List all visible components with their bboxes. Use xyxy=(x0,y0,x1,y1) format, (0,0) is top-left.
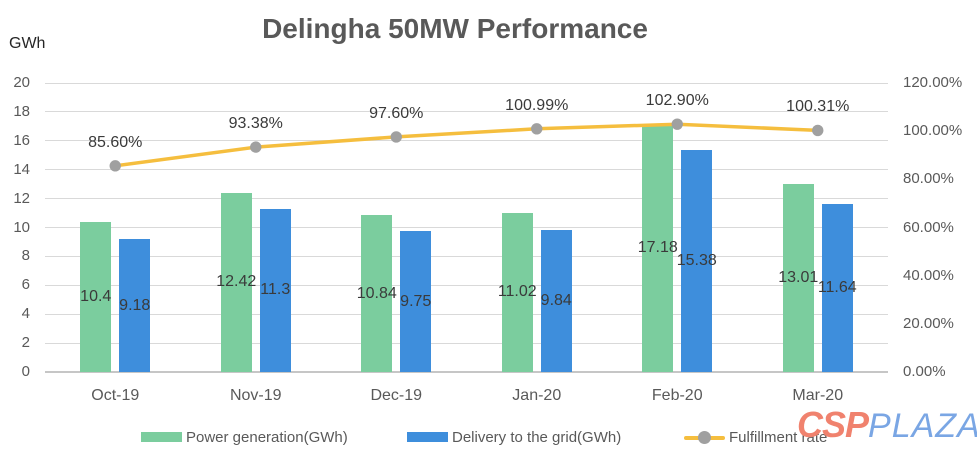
legend-label-power-generation: Power generation(GWh) xyxy=(186,429,348,446)
y-axis-tick-left: 6 xyxy=(21,276,30,294)
bar-delivery xyxy=(400,231,432,372)
x-axis-label: Mar-20 xyxy=(792,387,844,404)
bar-value-label: 9.75 xyxy=(400,292,432,310)
y-axis-tick-right: 60.00% xyxy=(903,218,954,236)
gridline xyxy=(45,342,888,344)
x-axis-label: Dec-19 xyxy=(370,387,423,404)
legend-marker-icon xyxy=(698,431,711,444)
bar-value-label: 9.84 xyxy=(540,291,572,309)
bar-value-label: 12.42 xyxy=(216,273,257,291)
y-axis-tick-left: 12 xyxy=(13,189,30,207)
gridline xyxy=(45,284,888,286)
bar-power-generation xyxy=(220,192,252,372)
y-axis-tick-left: 2 xyxy=(21,334,30,352)
fulfillment-rate-line xyxy=(113,122,820,168)
bar-power-generation xyxy=(782,184,814,372)
y-axis-tick-right: 0.00% xyxy=(903,363,946,380)
bar-power-generation xyxy=(80,221,112,372)
csp-plaza-logo: CSPPLAZA xyxy=(797,404,977,446)
y-axis-tick-right: 100.00% xyxy=(903,122,963,140)
gridline xyxy=(45,169,888,171)
y-axis-tick-left: 10 xyxy=(13,218,30,236)
gridline xyxy=(45,227,888,228)
fulfillment-rate-value-label: 93.38% xyxy=(228,115,283,133)
y-axis-tick-right: 80.00% xyxy=(903,170,954,188)
fulfillment-rate-value-label: 100.31% xyxy=(786,98,850,116)
bar-value-label: 11.02 xyxy=(497,283,537,301)
gridline xyxy=(45,82,888,84)
legend-swatch-power-generation xyxy=(141,432,182,442)
logo-csp-text: CSP xyxy=(797,404,869,445)
bar-delivery xyxy=(119,239,151,372)
gridline xyxy=(45,255,888,257)
bar-delivery xyxy=(540,229,572,372)
gridline xyxy=(45,198,888,200)
fulfillment-rate-value-label: 100.99% xyxy=(505,96,569,114)
fulfillment-rate-marker xyxy=(250,141,262,153)
x-axis-label: Nov-19 xyxy=(229,387,282,404)
fulfillment-rate-value-label: 102.90% xyxy=(645,92,709,110)
fulfillment-rate-value-label: 97.60% xyxy=(369,104,424,122)
bar-value-label: 10.84 xyxy=(356,284,397,302)
fulfillment-rate-marker xyxy=(531,123,543,135)
y-axis-tick-right: 20.00% xyxy=(903,314,954,332)
bar-value-label: 11.64 xyxy=(817,278,857,296)
x-axis-label: Jan-20 xyxy=(512,387,562,404)
bar-delivery xyxy=(259,208,291,372)
y-axis-tick-left: 4 xyxy=(21,305,30,323)
y-axis-tick-left: 16 xyxy=(13,131,30,149)
gridline xyxy=(45,313,888,315)
y-axis-tick-left: 0 xyxy=(21,363,30,380)
y-axis-tick-right: 120.00% xyxy=(903,74,963,91)
legend-swatch-delivery xyxy=(407,432,448,442)
bar-value-label: 17.18 xyxy=(637,238,678,256)
y-axis-tick-right: 40.00% xyxy=(903,266,954,284)
fulfillment-rate-marker xyxy=(812,124,824,137)
legend-label-delivery: Delivery to the grid(GWh) xyxy=(452,429,622,446)
y-axis-tick-left: 20 xyxy=(13,74,30,91)
x-axis-label: Feb-20 xyxy=(651,387,703,404)
fulfillment-rate-value-label: 85.60% xyxy=(88,133,143,151)
y-axis-tick-left: 14 xyxy=(13,160,30,178)
gridline xyxy=(45,371,888,373)
bar-delivery xyxy=(681,149,713,372)
gridline xyxy=(45,111,888,113)
bar-power-generation xyxy=(501,212,533,372)
bar-value-label: 9.18 xyxy=(119,296,151,314)
fulfillment-rate-marker xyxy=(671,118,683,130)
left-axis-unit-label: GWh xyxy=(9,35,46,52)
gridline xyxy=(45,140,888,142)
bar-delivery xyxy=(821,203,853,372)
chart-title: Delingha 50MW Performance xyxy=(262,13,648,44)
logo-plaza-text: PLAZA xyxy=(868,407,977,445)
bar-value-label: 11.3 xyxy=(260,281,291,299)
x-axis-label: Oct-19 xyxy=(91,387,140,404)
bar-value-label: 10.4 xyxy=(80,287,112,305)
y-axis-tick-left: 18 xyxy=(13,102,30,120)
bar-value-label: 13.01 xyxy=(778,269,819,286)
legend-label-fulfillment: Fulfillment rate xyxy=(729,429,828,446)
y-axis-tick-left: 8 xyxy=(21,247,30,265)
bar-power-generation xyxy=(361,215,393,372)
bar-value-label: 15.38 xyxy=(676,251,717,269)
